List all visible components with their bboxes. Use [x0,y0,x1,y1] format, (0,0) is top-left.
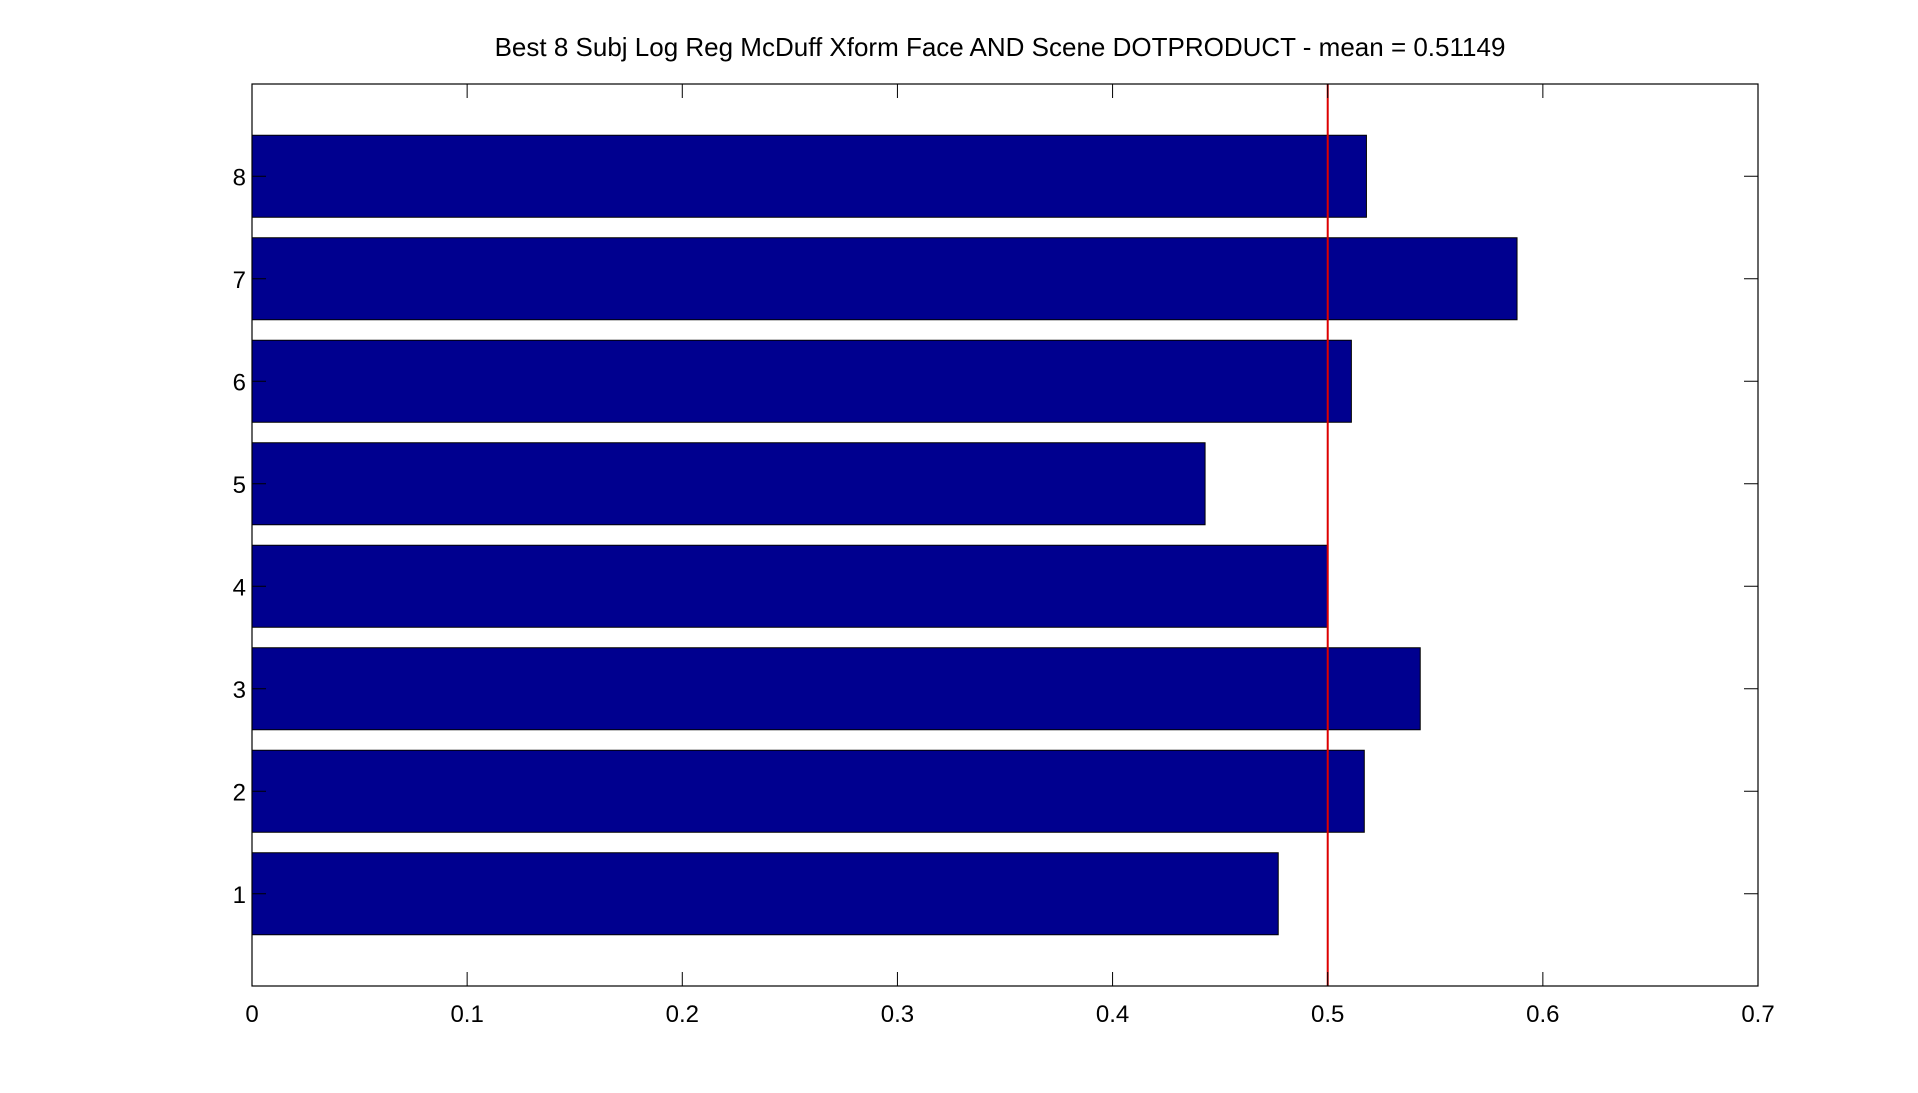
bar-3 [251,647,1421,731]
plot-area: 0 0.1 0.2 0.3 0.4 0.5 0.6 0.7 1 2 3 4 5 6 7 8 [233,83,1775,1028]
bar-8 [251,134,1367,218]
bar-7 [251,237,1518,321]
y-tick-label-2: 2 [233,779,246,806]
chart-title: Best 8 Subj Log Reg McDuff Xform Face AN… [495,32,1506,62]
x-tick-label-4: 0.4 [1096,1001,1129,1028]
x-tick-label-2: 0.2 [666,1001,699,1028]
bar-2 [251,749,1365,833]
bar-6 [251,339,1352,423]
y-tick-label-5: 5 [233,472,246,499]
y-tick-label-1: 1 [233,882,246,909]
axes-box [251,83,1759,987]
x-tick-label-6: 0.6 [1526,1001,1559,1028]
bar-4 [251,544,1329,628]
y-tick-label-4: 4 [233,574,246,601]
x-tick-label-7: 0.7 [1741,1001,1774,1028]
x-tick-label-3: 0.3 [881,1001,914,1028]
y-tick-label-6: 6 [233,369,246,396]
y-tick-label-7: 7 [233,267,246,294]
x-tick-label-0: 0 [245,1001,258,1028]
x-tick-label-5: 0.5 [1311,1001,1344,1028]
y-tick-label-8: 8 [233,164,246,191]
bar-5 [251,442,1206,526]
y-tick-label-3: 3 [233,677,246,704]
x-tick-label-1: 0.1 [450,1001,483,1028]
bar-1 [251,852,1279,936]
